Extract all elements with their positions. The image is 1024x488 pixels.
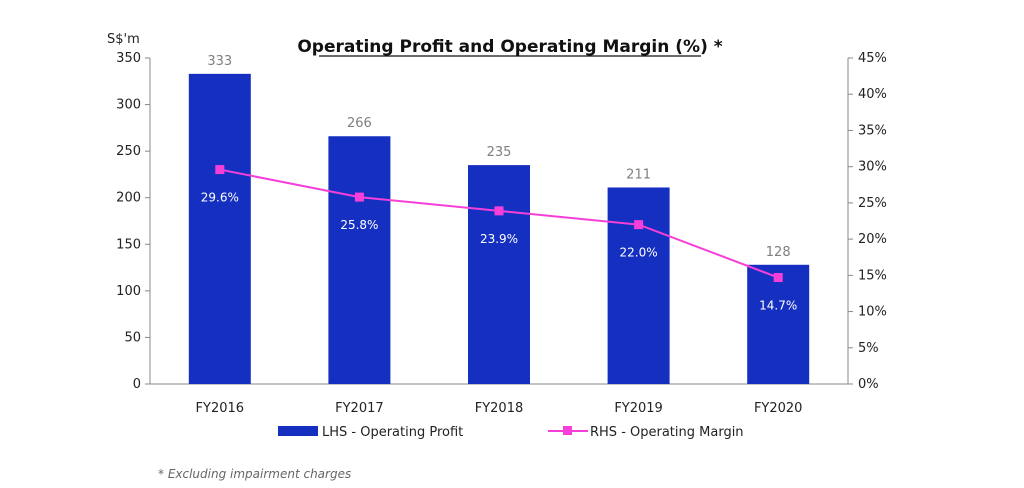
line-series [215, 165, 783, 283]
y-left-tick-label: 300 [116, 98, 141, 113]
legend-swatch-marker [563, 426, 572, 435]
x-tick-label: FY2019 [614, 401, 663, 416]
margin-value-label: 23.9% [480, 232, 518, 246]
bar [747, 264, 810, 384]
y-right-tick-label: 40% [858, 87, 887, 102]
x-tick-label: FY2018 [475, 401, 524, 416]
x-tick-label: FY2016 [196, 401, 245, 416]
margin-marker [494, 206, 504, 216]
legend: LHS - Operating Profit RHS - Operating M… [278, 425, 744, 440]
y-left-tick-label: 50 [124, 330, 141, 345]
y-left-tick-label: 0 [133, 377, 141, 392]
bar-value-label: 266 [347, 116, 372, 131]
bar-value-label: 211 [626, 167, 651, 182]
footnote: * Excluding impairment charges [158, 467, 351, 481]
y-right-tick-label: 10% [858, 305, 887, 320]
axes: 0 50 100 150 200 250 300 350 0% 5% 10% 15% 20% 25% 30%… [116, 51, 887, 416]
y-left-tick-label: 250 [116, 144, 141, 159]
margin-marker [634, 220, 644, 230]
legend-label-bar: LHS - Operating Profit [322, 425, 463, 440]
legend-swatch-bar [278, 426, 318, 436]
y-left-tick-label: 100 [116, 284, 141, 299]
y-right-tick-label: 15% [858, 268, 887, 283]
bar-series [188, 73, 810, 384]
legend-label-line: RHS - Operating Margin [590, 425, 744, 440]
y-right-tick-label: 30% [858, 160, 887, 175]
y-right-tick-label: 20% [858, 232, 887, 247]
y-left-unit-label: S$'m [107, 32, 140, 47]
margin-value-label: 14.7% [759, 299, 797, 313]
margin-marker [215, 165, 225, 175]
data-labels: 333 266 235 211 128 29.6% 25.8% 23.9% 22.0% 14.7% [201, 54, 798, 313]
bar [607, 187, 670, 384]
bar-value-label: 333 [207, 54, 232, 69]
y-right-tick-label: 25% [858, 196, 887, 211]
chart-title: Operating Profit and Operating Margin (%… [297, 37, 722, 57]
bar [328, 136, 391, 384]
y-left-tick-label: 200 [116, 191, 141, 206]
y-right-tick-label: 45% [858, 51, 887, 66]
y-left-tick-label: 350 [116, 51, 141, 66]
bar-value-label: 235 [487, 145, 512, 160]
margin-marker [354, 192, 364, 202]
bar-value-label: 128 [766, 245, 791, 260]
bar [468, 165, 530, 384]
margin-value-label: 22.0% [620, 246, 658, 260]
margin-marker [773, 273, 783, 283]
bar [188, 73, 251, 384]
y-right-tick-label: 35% [858, 123, 887, 138]
margin-value-label: 29.6% [201, 191, 239, 205]
margin-value-label: 25.8% [340, 218, 378, 232]
y-left-tick-label: 150 [116, 237, 141, 252]
y-right-tick-label: 5% [858, 341, 879, 356]
x-tick-label: FY2017 [335, 401, 384, 416]
y-right-tick-label: 0% [858, 377, 879, 392]
x-tick-label: FY2020 [754, 401, 803, 416]
